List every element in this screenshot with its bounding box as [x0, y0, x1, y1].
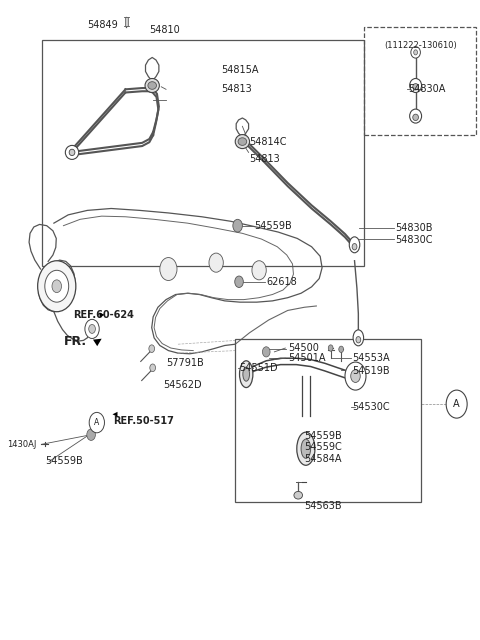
Circle shape: [328, 345, 333, 351]
Text: 62618: 62618: [266, 276, 297, 287]
Text: 54813: 54813: [221, 84, 252, 94]
Circle shape: [149, 345, 155, 353]
Ellipse shape: [356, 337, 361, 343]
Text: (111222-130610): (111222-130610): [384, 42, 457, 51]
Circle shape: [209, 253, 223, 272]
Circle shape: [37, 260, 76, 312]
Text: A: A: [94, 418, 99, 427]
Circle shape: [45, 270, 69, 302]
Ellipse shape: [235, 134, 250, 148]
Ellipse shape: [238, 138, 247, 145]
Text: 54559B: 54559B: [304, 431, 342, 441]
Text: 54815A: 54815A: [221, 65, 258, 75]
Text: 54830A: 54830A: [408, 84, 445, 94]
Text: 54814C: 54814C: [250, 136, 287, 147]
Text: 54501A: 54501A: [288, 353, 325, 364]
Text: 54584A: 54584A: [304, 454, 342, 464]
Circle shape: [52, 280, 61, 292]
Text: 54830C: 54830C: [395, 235, 432, 244]
Ellipse shape: [240, 361, 253, 388]
Circle shape: [150, 364, 156, 372]
Ellipse shape: [243, 367, 250, 381]
Ellipse shape: [409, 79, 421, 93]
Ellipse shape: [349, 237, 360, 253]
Ellipse shape: [294, 492, 302, 499]
Circle shape: [345, 362, 366, 390]
Ellipse shape: [352, 244, 357, 250]
Text: 1430AJ: 1430AJ: [7, 440, 36, 449]
Text: REF.50-517: REF.50-517: [114, 416, 174, 426]
Text: 54559B: 54559B: [45, 456, 83, 467]
Text: 54559B: 54559B: [254, 221, 292, 230]
Circle shape: [235, 276, 243, 287]
Circle shape: [446, 390, 467, 418]
Ellipse shape: [411, 47, 420, 58]
Bar: [124, 17, 128, 26]
Text: 57791B: 57791B: [166, 358, 204, 369]
Ellipse shape: [414, 50, 418, 55]
Text: 54562D: 54562D: [164, 380, 202, 390]
Text: 54519B: 54519B: [352, 366, 390, 376]
Text: 54813: 54813: [250, 154, 280, 164]
Text: 54810: 54810: [149, 25, 180, 35]
Text: 54500: 54500: [288, 343, 319, 353]
Circle shape: [89, 412, 105, 433]
Text: 54563B: 54563B: [304, 501, 342, 511]
Circle shape: [89, 324, 96, 333]
Bar: [42, 40, 364, 266]
Text: 54530C: 54530C: [352, 403, 390, 412]
Bar: [364, 27, 476, 135]
Text: 54830B: 54830B: [395, 223, 432, 232]
Text: REF.60-624: REF.60-624: [73, 310, 134, 320]
Circle shape: [263, 347, 270, 357]
Circle shape: [339, 346, 344, 353]
Text: 54559C: 54559C: [304, 442, 342, 452]
Ellipse shape: [301, 439, 311, 458]
Ellipse shape: [409, 109, 421, 123]
Ellipse shape: [148, 82, 156, 90]
Text: 54849: 54849: [87, 20, 118, 30]
Circle shape: [252, 260, 266, 280]
Circle shape: [351, 370, 360, 383]
Ellipse shape: [145, 79, 159, 93]
Ellipse shape: [297, 432, 315, 465]
Ellipse shape: [69, 149, 75, 156]
Text: 54551D: 54551D: [239, 364, 277, 373]
Ellipse shape: [413, 84, 419, 90]
Text: FR.: FR.: [63, 335, 86, 348]
Circle shape: [233, 220, 242, 232]
Text: A: A: [453, 399, 460, 409]
Circle shape: [87, 429, 96, 440]
Circle shape: [160, 257, 177, 280]
Bar: [235, 339, 421, 502]
Ellipse shape: [65, 145, 79, 159]
Ellipse shape: [353, 330, 364, 346]
Ellipse shape: [413, 114, 419, 120]
Text: 54553A: 54553A: [352, 353, 390, 364]
Circle shape: [85, 319, 99, 339]
